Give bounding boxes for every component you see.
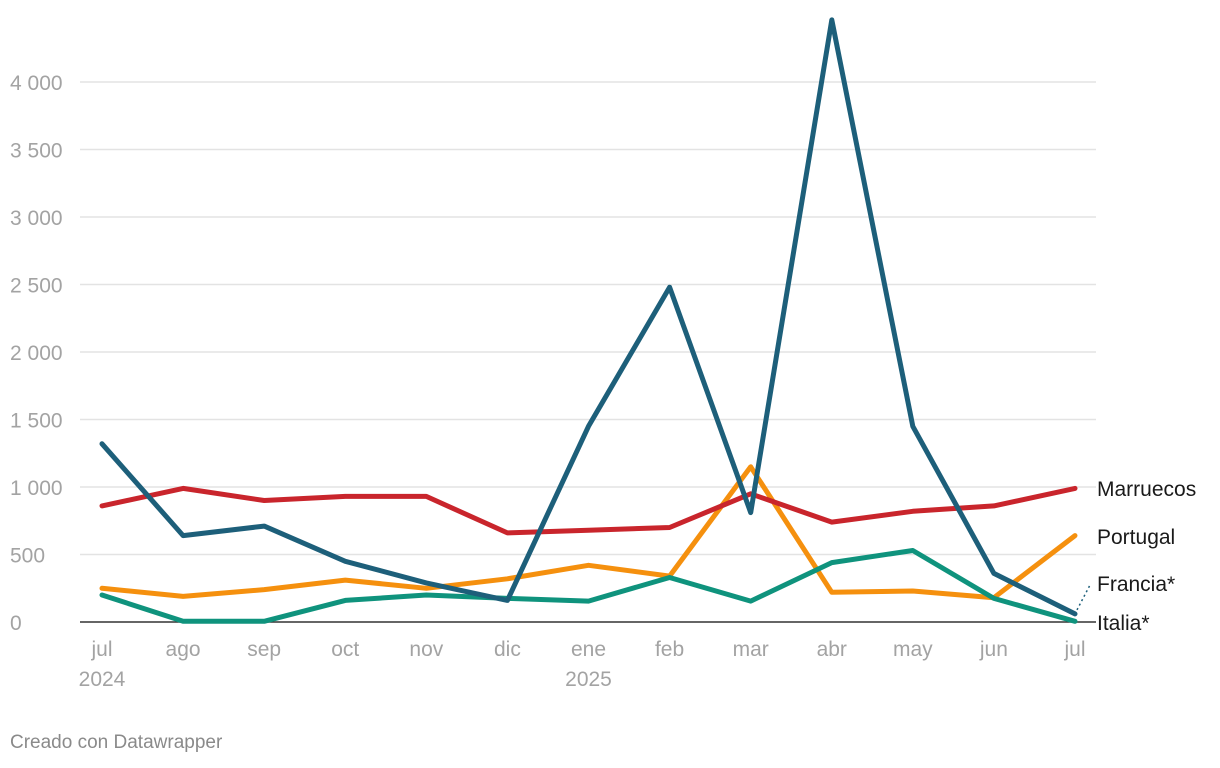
x-tick-label: abr xyxy=(817,638,847,661)
series-line-portugal xyxy=(99,464,1078,601)
series-label-marruecos: Marruecos xyxy=(1097,478,1196,501)
y-tick-label: 3 500 xyxy=(10,140,63,163)
label-connector xyxy=(1076,584,1091,611)
y-tick-label: 2 500 xyxy=(10,275,63,298)
series-lines xyxy=(99,17,1078,624)
x-tick-label: oct xyxy=(331,638,359,661)
series-line-francia xyxy=(99,17,1078,617)
series-labels: Francia* Marruecos Portugal Italia* xyxy=(1076,478,1196,635)
y-tick-label: 4 000 xyxy=(10,72,63,95)
x-tick-label: dic xyxy=(494,638,521,661)
y-tick-label: 2 000 xyxy=(10,342,63,365)
x-tick-label: ago xyxy=(166,638,201,661)
series-label-francia: Francia* xyxy=(1097,573,1175,596)
y-tick-label: 1 500 xyxy=(10,410,63,433)
grid-lines xyxy=(80,81,1096,556)
x-axis: jul 2024 ago sep oct nov dic ene 2025 feb mar abr ma… xyxy=(79,638,1086,691)
x-tick-label: jun xyxy=(979,638,1008,661)
x-tick-label: may xyxy=(893,638,933,661)
x-tick-label: feb xyxy=(655,638,684,661)
x-tick-label: nov xyxy=(409,638,443,661)
y-axis: 0 500 1 000 1 500 2 000 2 500 3 000 3 500 4 000 xyxy=(10,72,1096,635)
x-tick-label: ene xyxy=(571,638,606,661)
series-label-italia: Italia* xyxy=(1097,612,1150,635)
x-tick-label: jul xyxy=(90,638,112,661)
y-tick-label: 1 000 xyxy=(10,477,63,500)
y-tick-label: 0 xyxy=(10,612,22,635)
credit-text: Creado con Datawrapper xyxy=(10,732,223,753)
x-year-label: 2025 xyxy=(565,668,612,691)
x-tick-label: jul xyxy=(1063,638,1085,661)
x-tick-label: mar xyxy=(733,638,769,661)
y-tick-label: 3 000 xyxy=(10,207,63,230)
y-tick-label: 500 xyxy=(10,545,45,568)
x-tick-label: sep xyxy=(247,638,281,661)
series-label-portugal: Portugal xyxy=(1097,526,1175,549)
series-line-italia xyxy=(99,548,1078,624)
x-year-label: 2024 xyxy=(79,668,126,691)
series-line-marruecos xyxy=(99,485,1078,536)
